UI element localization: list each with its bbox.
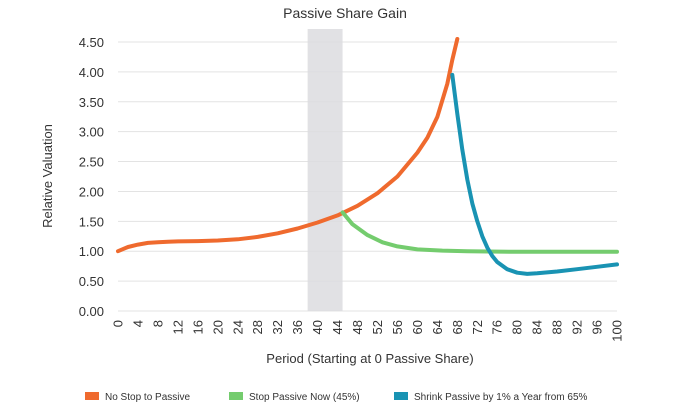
y-tick-label: 0.50 — [79, 274, 104, 289]
x-tick-label: 48 — [350, 320, 365, 334]
x-tick-label: 96 — [590, 320, 605, 334]
x-axis-label: Period (Starting at 0 Passive Share) — [266, 351, 473, 366]
x-tick-label: 64 — [430, 320, 445, 334]
gridlines — [118, 41, 617, 312]
shaded-region — [307, 29, 343, 311]
series-lines — [116, 37, 619, 276]
x-tick-label: 52 — [370, 320, 385, 334]
y-tick-label: 4.50 — [79, 35, 104, 50]
series-line-2 — [340, 210, 619, 254]
y-tick-label: 4.00 — [79, 65, 104, 80]
y-tick-label: 2.00 — [79, 184, 104, 199]
series-line-1 — [116, 37, 460, 254]
x-tick-label: 84 — [530, 320, 545, 334]
legend-label: Shrink Passive by 1% a Year from 65% — [414, 392, 588, 403]
y-tick-label: 1.00 — [79, 244, 104, 259]
y-tick-label: 1.50 — [79, 214, 104, 229]
x-tick-label: 32 — [270, 320, 285, 334]
x-tick-label: 44 — [330, 320, 345, 334]
x-tick-label: 4 — [130, 320, 145, 327]
y-axis-label: Relative Valuation — [40, 124, 55, 228]
x-tick-label: 100 — [610, 320, 625, 342]
x-tick-label: 12 — [170, 320, 185, 334]
y-tick-label: 0.00 — [79, 304, 104, 319]
x-tick-label: 8 — [150, 320, 165, 327]
x-tick-label: 24 — [230, 320, 245, 334]
x-tick-label: 20 — [210, 320, 225, 334]
legend-label: Stop Passive Now (45%) — [249, 392, 360, 403]
x-tick-label: 68 — [450, 320, 465, 334]
y-tick-label: 3.00 — [79, 125, 104, 140]
legend-swatch — [229, 392, 243, 400]
x-tick-label: 36 — [290, 320, 305, 334]
legend-label: No Stop to Passive — [105, 392, 190, 403]
x-tick-label: 28 — [250, 320, 265, 334]
x-tick-label: 40 — [310, 320, 325, 334]
x-tick-label: 16 — [190, 320, 205, 334]
x-tick-label: 72 — [470, 320, 485, 334]
x-tick-labels: 0 4 8 12 16 20 24 28 32 36 40 44 48 52 56 60 64 68 72 76 80 8… — [111, 320, 625, 342]
x-tick-label: 56 — [390, 320, 405, 334]
x-tick-label: 92 — [570, 320, 585, 334]
y-tick-label: 3.50 — [79, 95, 104, 110]
legend-swatch — [394, 392, 408, 400]
chart-title: Passive Share Gain — [283, 5, 407, 21]
legend: No Stop to Passive Stop Passive Now (45%)… — [85, 392, 588, 403]
x-tick-label: 80 — [510, 320, 525, 334]
x-tick-label: 0 — [111, 320, 126, 327]
legend-swatch — [85, 392, 99, 400]
y-tick-label: 2.50 — [79, 155, 104, 170]
shaded-band — [307, 29, 343, 311]
x-tick-label: 88 — [550, 320, 565, 334]
series-line-3 — [450, 72, 619, 276]
y-tick-labels: 0.00 0.50 1.00 1.50 2.00 2.50 3.00 3.50 4.00 4.50 — [79, 35, 104, 319]
x-tick-label: 76 — [490, 320, 505, 334]
x-tick-label: 60 — [410, 320, 425, 334]
